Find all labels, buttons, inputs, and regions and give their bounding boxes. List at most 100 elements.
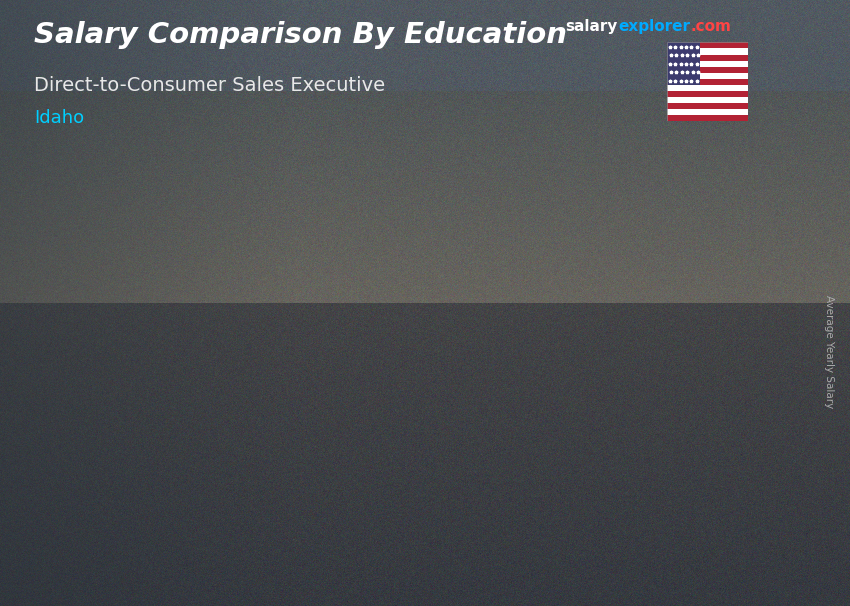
Bar [102, 458, 192, 461]
Polygon shape [366, 433, 382, 445]
Polygon shape [192, 482, 207, 491]
Bar [450, 456, 540, 462]
Text: Salary Comparison By Education: Salary Comparison By Education [34, 21, 567, 49]
Bar [102, 406, 192, 410]
Polygon shape [714, 248, 729, 271]
Bar [624, 399, 714, 406]
Polygon shape [450, 302, 556, 310]
Bar [450, 516, 540, 522]
Bar [450, 359, 540, 364]
Polygon shape [275, 356, 382, 362]
Bar [450, 353, 540, 359]
Bar [667, 61, 748, 67]
Bar [102, 388, 192, 391]
Polygon shape [540, 347, 556, 364]
Bar [275, 416, 366, 420]
Bar [624, 305, 714, 311]
Bar [102, 413, 192, 417]
Polygon shape [366, 467, 382, 478]
Polygon shape [366, 459, 382, 470]
Bar [624, 406, 714, 413]
Bar [275, 383, 366, 387]
Bar [275, 391, 366, 395]
Bar [275, 387, 366, 391]
Bar [450, 391, 540, 397]
Bar [102, 402, 192, 406]
Bar [275, 432, 366, 436]
Bar [275, 362, 366, 366]
Bar [102, 399, 192, 402]
Polygon shape [192, 474, 207, 483]
Bar [450, 408, 540, 413]
Polygon shape [366, 476, 382, 486]
Bar [450, 505, 540, 511]
Bar [624, 460, 714, 467]
Bar [624, 433, 714, 439]
Text: Average Yearly Salary: Average Yearly Salary [824, 295, 834, 408]
Bar [450, 386, 540, 391]
Bar [275, 461, 366, 465]
Bar [102, 516, 192, 520]
Bar [450, 522, 540, 527]
Bar [624, 514, 714, 521]
Bar [275, 511, 366, 515]
Bar [275, 453, 366, 457]
Bar [450, 364, 540, 370]
Bar [275, 486, 366, 490]
Bar [275, 498, 366, 502]
Text: 137,000 USD: 137,000 USD [424, 285, 511, 298]
Bar [275, 366, 366, 370]
Polygon shape [366, 416, 382, 428]
Text: .com: .com [690, 19, 731, 35]
Bar [624, 298, 714, 305]
Polygon shape [102, 376, 207, 381]
Bar [450, 315, 540, 321]
Polygon shape [540, 392, 556, 408]
Bar [624, 318, 714, 325]
Bar [450, 484, 540, 489]
Polygon shape [540, 482, 556, 494]
Bar [624, 392, 714, 399]
Polygon shape [714, 388, 729, 406]
Bar [102, 509, 192, 513]
Bar [102, 454, 192, 458]
Polygon shape [192, 406, 207, 417]
Polygon shape [540, 437, 556, 451]
Polygon shape [192, 444, 207, 454]
Polygon shape [192, 489, 207, 498]
Polygon shape [540, 448, 556, 462]
Bar [275, 408, 366, 411]
Bar [450, 467, 540, 473]
Polygon shape [540, 516, 556, 527]
Polygon shape [192, 497, 207, 505]
Polygon shape [714, 290, 729, 311]
Bar [624, 365, 714, 372]
Bar [275, 411, 366, 416]
Polygon shape [192, 519, 207, 527]
Bar [102, 498, 192, 502]
Polygon shape [540, 415, 556, 430]
Bar [450, 370, 540, 375]
Bar [450, 440, 540, 445]
Bar [450, 445, 540, 451]
Bar [450, 494, 540, 500]
Bar [624, 284, 714, 291]
Bar [624, 507, 714, 514]
Bar [102, 447, 192, 450]
Bar [624, 426, 714, 433]
Bar [624, 325, 714, 331]
Polygon shape [714, 416, 729, 433]
Polygon shape [192, 428, 207, 439]
Text: Bachelor's
Degree: Bachelor's Degree [459, 544, 531, 574]
Text: 170,000 USD: 170,000 USD [598, 231, 685, 244]
Bar [450, 342, 540, 348]
Polygon shape [540, 313, 556, 331]
Polygon shape [714, 485, 729, 500]
Bar [102, 436, 192, 439]
Bar [450, 478, 540, 484]
Text: Certificate or
Diploma: Certificate or Diploma [275, 544, 366, 574]
Polygon shape [540, 460, 556, 473]
Polygon shape [366, 510, 382, 519]
Bar [450, 310, 540, 315]
Polygon shape [714, 318, 729, 338]
